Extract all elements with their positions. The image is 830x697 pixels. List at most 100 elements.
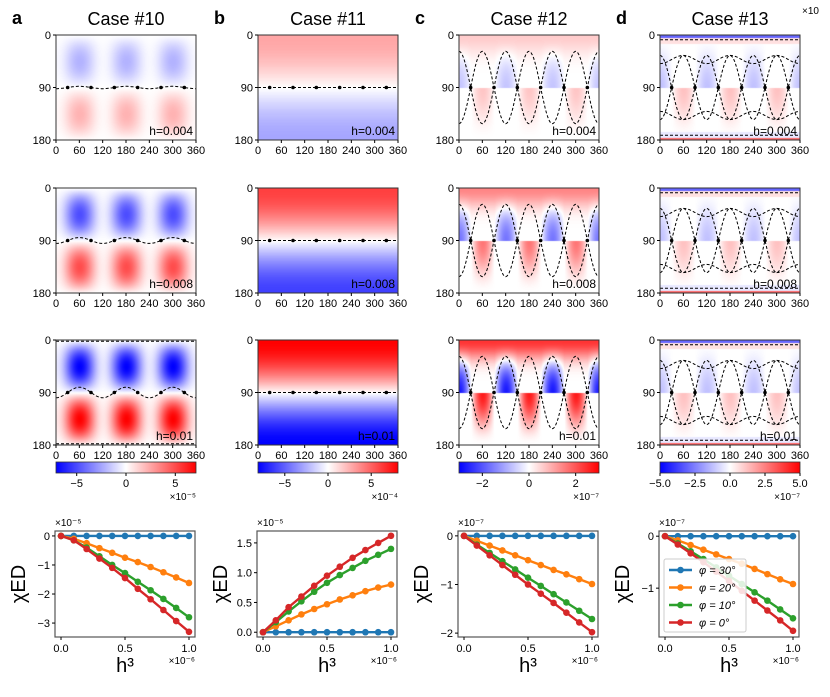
contour-line	[659, 359, 801, 370]
data-point	[460, 532, 468, 540]
colorbar-exponent: ×10⁻⁷	[774, 492, 800, 503]
critical-point	[786, 238, 791, 243]
colorbar-bar	[55, 461, 197, 474]
y-offset-label: ×10⁻⁵	[55, 518, 81, 529]
x-axis-label: h³	[116, 655, 134, 677]
critical-point	[182, 390, 187, 395]
y-tick-label: −2	[37, 589, 50, 601]
critical-point	[669, 238, 674, 243]
x-tick-label: 60	[73, 450, 85, 462]
data-point	[499, 547, 506, 554]
x-tick-label: 180	[319, 145, 337, 157]
heatmap: h=0.008 0 60 120 180 240 300 360 0 90 180	[637, 183, 810, 310]
x-tick-label: 240	[543, 450, 561, 462]
colorbar-tick-label: 5	[172, 478, 178, 490]
y-tick-label: 0.5	[237, 597, 252, 609]
x-tick-label: 360	[389, 298, 407, 310]
data-point	[751, 589, 758, 596]
data-point	[160, 568, 167, 576]
heatmap: h=0.008 0 60 120 180 240 300 360 0 90 180	[436, 183, 609, 310]
critical-point	[585, 85, 590, 90]
x-tick-label: 0.0	[53, 643, 68, 655]
series-1	[259, 581, 395, 636]
critical-point	[585, 238, 590, 243]
x-tick-label: 120	[295, 450, 313, 462]
critical-point	[384, 390, 389, 395]
contour-line	[458, 355, 600, 430]
x-tick-label: 180	[721, 450, 739, 462]
data-point	[575, 575, 583, 583]
data-point	[121, 554, 129, 562]
data-point	[172, 617, 180, 625]
panel-title: Case #13	[691, 9, 768, 29]
legend-swatch-marker	[677, 601, 684, 609]
h-label: h=0.008	[351, 277, 395, 291]
data-point	[537, 590, 545, 598]
legend-swatch-marker	[677, 584, 684, 591]
panel-label: d	[616, 8, 627, 28]
critical-point	[384, 85, 389, 90]
x-offset-label: ×10⁻⁶	[773, 656, 799, 667]
series-3	[259, 532, 395, 636]
legend-label: φ = 0°	[699, 618, 730, 630]
critical-point	[65, 238, 70, 243]
y-tick-label: 90	[643, 388, 655, 400]
y-tick-label: 180	[235, 135, 253, 147]
contour-line	[659, 415, 801, 426]
x-tick-label: 180	[117, 298, 135, 310]
critical-point	[468, 238, 473, 243]
y-tick-label: 90	[241, 236, 253, 248]
colorbar: −5.0 −2.5 0.0 2.5 5.0 ×10⁻⁷	[649, 461, 808, 503]
x-tick-label: 60	[73, 298, 85, 310]
y-tick-label: −1	[440, 579, 453, 591]
y-axis-label: χED	[612, 565, 634, 603]
contour-line	[458, 50, 600, 125]
data-point	[160, 595, 167, 603]
critical-point	[585, 390, 590, 395]
data-point	[537, 582, 545, 590]
panel-a: a Case #10 h=0.004 0 60 120 180 240 300 360 0 90 180…	[12, 8, 205, 503]
y-tick-label: 180	[235, 440, 253, 452]
x-tick-label: 0	[53, 145, 59, 157]
heatmap: h=0.008 0 60 120 180 240 300 360 0 90 180	[235, 183, 408, 310]
line-chart-c: 0.0 0.5 1.0 0 −1 −2 ×10⁻⁷ ×10⁻⁶ h³ χED	[411, 518, 600, 677]
data-point	[172, 574, 180, 581]
critical-point	[468, 85, 473, 90]
heatmap-image	[56, 188, 196, 293]
data-point	[323, 628, 331, 636]
contour-line	[56, 237, 196, 244]
heatmap-image	[56, 35, 196, 140]
x-offset-label: ×10⁻⁶	[572, 656, 598, 667]
h-label: h=0.004	[351, 124, 395, 138]
heatmap-image	[459, 35, 599, 140]
colorbar-tick-label: 0	[123, 478, 129, 490]
x-tick-label: 60	[677, 450, 689, 462]
panel-title: Case #10	[87, 9, 164, 29]
y-tick-label: 0	[44, 531, 50, 543]
colorbar-tick-label: 5	[368, 478, 374, 490]
data-point	[349, 592, 356, 599]
data-point	[134, 578, 142, 586]
x-tick-label: 240	[140, 450, 158, 462]
x-tick-label: 180	[319, 298, 337, 310]
critical-point	[693, 238, 697, 243]
y-tick-label: −1	[641, 583, 654, 595]
y-tick-label: 0	[649, 30, 655, 42]
data-point	[185, 613, 193, 621]
series-0	[57, 532, 193, 540]
critical-point	[492, 390, 496, 395]
critical-point	[515, 238, 520, 243]
data-point	[362, 628, 369, 636]
colorbar-exponent: ×10⁻⁷	[573, 492, 599, 503]
x-tick-label: 120	[93, 450, 111, 462]
h-label: h=0.004	[753, 124, 797, 138]
critical-point	[159, 390, 163, 395]
x-tick-label: 240	[543, 145, 561, 157]
data-point	[323, 572, 331, 579]
line-chart-d: 0.0 0.5 1.0 0 −1 ×10⁻⁷ ×10⁻⁶ h³ χED φ = 30° φ = 20…	[612, 518, 801, 677]
contour-line	[458, 203, 600, 278]
series-0	[259, 628, 395, 636]
data-point	[134, 558, 142, 566]
x-tick-label: 60	[677, 145, 689, 157]
